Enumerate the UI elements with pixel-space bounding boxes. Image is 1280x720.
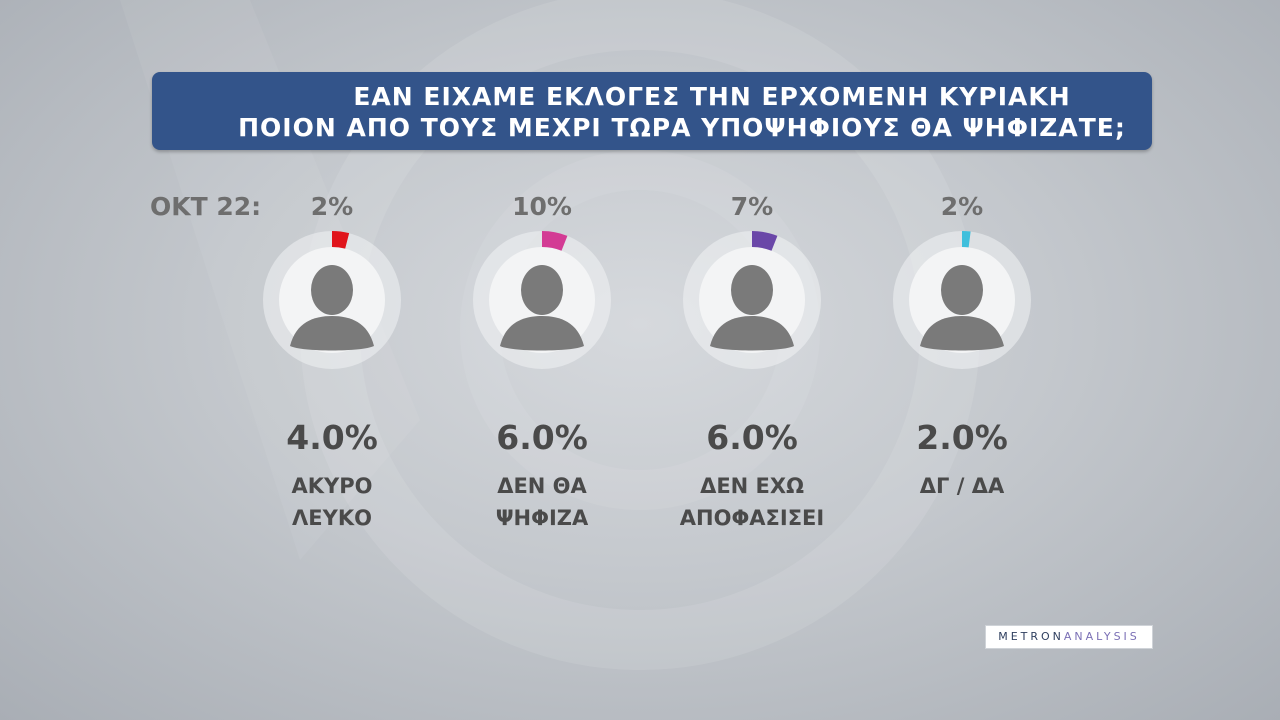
person-body-shape [920, 316, 1004, 351]
previous-value: 10% [512, 192, 572, 221]
logo-text-part-1: METRON [998, 630, 1064, 643]
person-head-shape [521, 265, 563, 315]
title-line-1: ΕΑΝ ΕΙΧΑΜΕ ΕΚΛΟΓΕΣ ΤΗΝ ΕΡΧΟΜΕΝΗ ΚΥΡΙΑΚΗ [353, 82, 1071, 111]
value-label: 2.0% [916, 418, 1008, 457]
ring-gauge [683, 231, 821, 369]
category-label-line: ΛΕΥΚΟ [292, 506, 372, 530]
ring-gauge [893, 231, 1031, 369]
value-arc [962, 231, 971, 248]
previous-value: 2% [940, 192, 984, 221]
category-label: ΑΚΥΡΟ ΛΕΥΚΟ [232, 470, 432, 534]
logo-text-part-2: ANALYSIS [1063, 630, 1140, 643]
person-head-shape [311, 265, 353, 315]
person-icon [290, 265, 374, 351]
person-icon [920, 265, 1004, 351]
category-dg-da: 2% 2.0% ΔΓ / ΔΑ [862, 0, 1062, 720]
category-label-line: ΑΚΥΡΟ [291, 474, 373, 498]
category-label-line: ΔΕΝ ΕΧΩ [700, 474, 804, 498]
previous-value: 2% [310, 192, 354, 221]
category-den-exo-apofasisei: 7% 6.0% ΔΕΝ ΕΧΩ ΑΠΟΦΑΣΙΣΕΙ [652, 0, 852, 720]
previous-period-label: ΟΚΤ 22: [150, 192, 262, 221]
value-arc [752, 231, 778, 251]
value-label: 6.0% [496, 418, 588, 457]
person-icon [500, 265, 584, 351]
person-head-shape [941, 265, 983, 315]
category-label-line: ΨΗΦΙΖΑ [495, 506, 589, 530]
category-label: ΔΓ / ΔΑ [862, 470, 1062, 502]
category-label: ΔΕΝ ΕΧΩ ΑΠΟΦΑΣΙΣΕΙ [652, 470, 852, 534]
person-body-shape [290, 316, 374, 351]
ring-gauge [263, 231, 401, 369]
category-label: ΔΕΝ ΘΑ ΨΗΦΙΖΑ [442, 470, 642, 534]
person-head-shape [731, 265, 773, 315]
title-line-2: ΠΟΙΟΝ ΑΠΟ ΤΟΥΣ ΜΕΧΡΙ ΤΩΡΑ ΥΠΟΨΗΦΙΟΥΣ ΘΑ … [238, 113, 1126, 142]
previous-value: 7% [730, 192, 774, 221]
person-body-shape [710, 316, 794, 351]
value-label: 6.0% [706, 418, 798, 457]
person-body-shape [500, 316, 584, 351]
person-icon [710, 265, 794, 351]
ring-gauge [473, 231, 611, 369]
category-label-line: ΑΠΟΦΑΣΙΣΕΙ [679, 506, 825, 530]
category-akyro-leyko: 2% 4.0% ΑΚΥΡΟ ΛΕΥΚΟ [232, 0, 432, 720]
metron-analysis-logo: METRONANALYSIS [985, 625, 1153, 649]
category-label-line: ΔΓ / ΔΑ [919, 474, 1005, 498]
title-banner: ΕΑΝ ΕΙΧΑΜΕ ΕΚΛΟΓΕΣ ΤΗΝ ΕΡΧΟΜΕΝΗ ΚΥΡΙΑΚΗ … [152, 72, 1152, 150]
value-label: 4.0% [286, 418, 378, 457]
value-arc [332, 231, 350, 249]
category-label-line: ΔΕΝ ΘΑ [497, 474, 587, 498]
category-den-tha-psifiza: 10% 6.0% ΔΕΝ ΘΑ ΨΗΦΙΖΑ [442, 0, 642, 720]
value-arc [542, 231, 568, 251]
